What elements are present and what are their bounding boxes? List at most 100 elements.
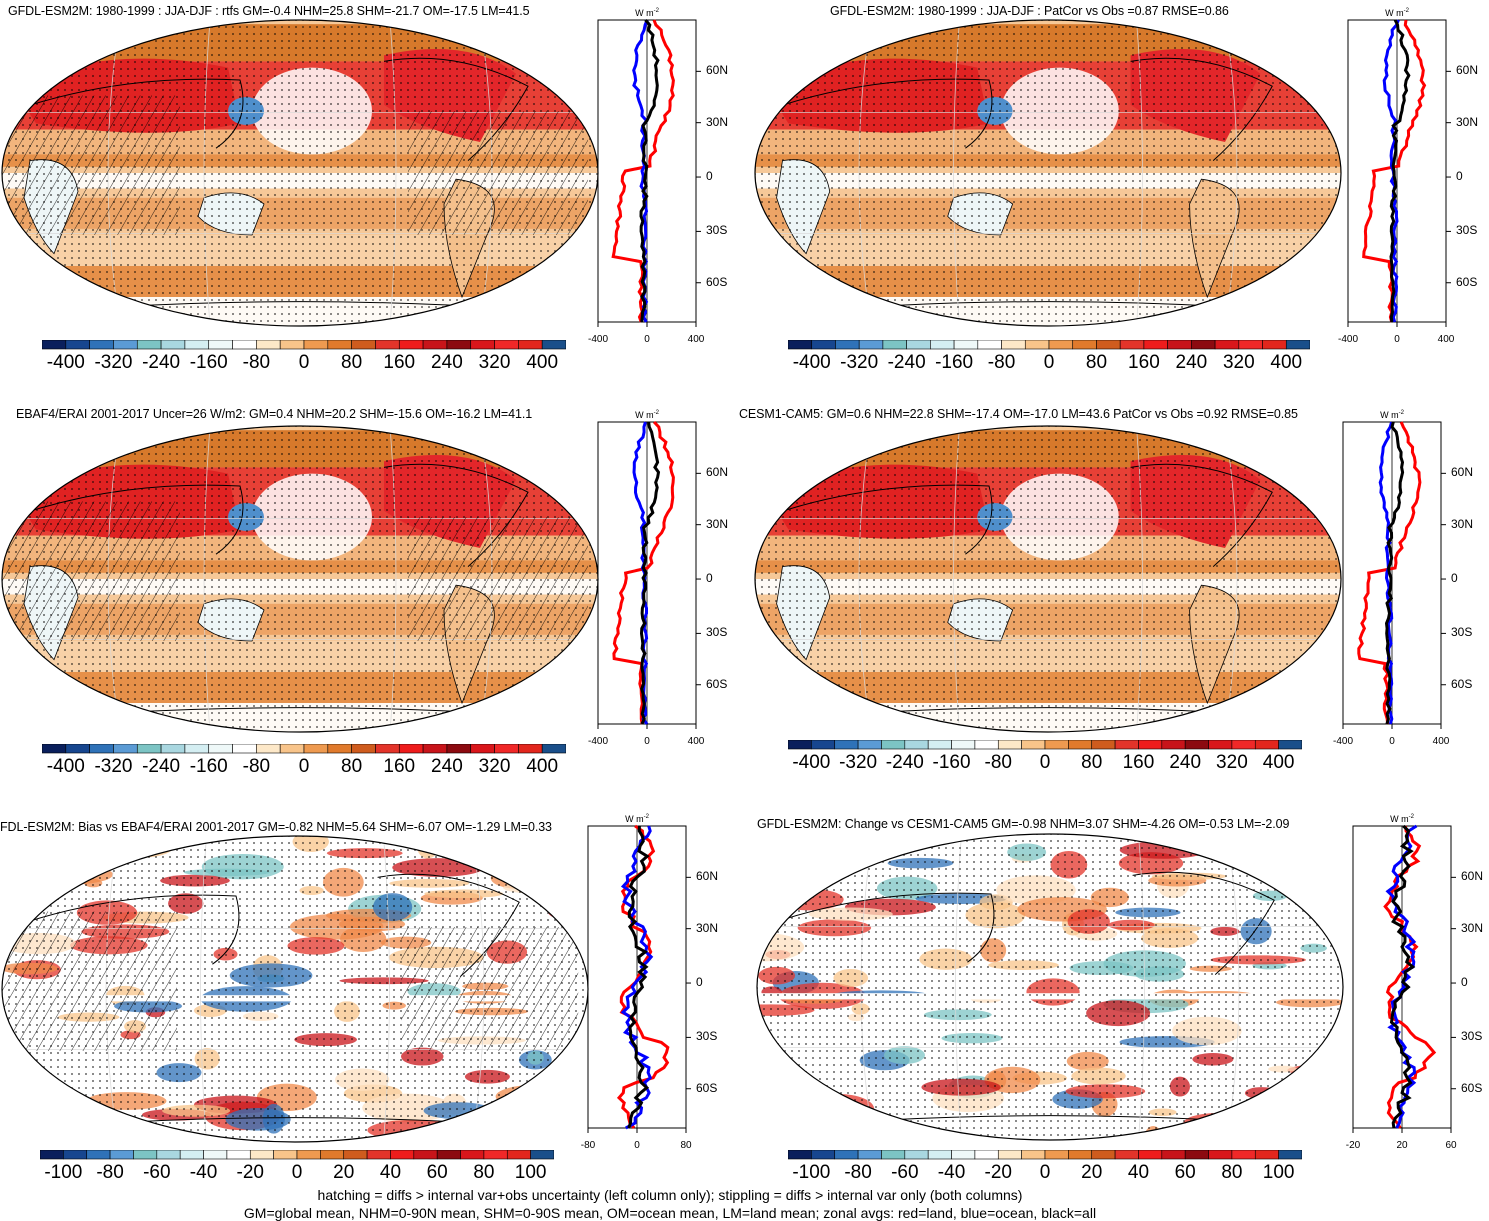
colorbar-swatch xyxy=(1068,1150,1093,1160)
colorbar-label: -320 xyxy=(94,352,133,373)
colorbar-swatch xyxy=(1254,740,1279,750)
colorbar-label: 320 xyxy=(478,756,511,777)
colorbar-swatch xyxy=(1285,340,1310,350)
colorbar-swatch xyxy=(974,1150,999,1160)
colorbar-swatch xyxy=(1214,340,1240,350)
zonal-x-label: 20 xyxy=(1396,1140,1408,1151)
colorbar-swatch xyxy=(446,744,472,754)
zonal-x-label: 0 xyxy=(644,736,650,747)
map[interactable] xyxy=(753,18,1343,328)
colorbar-swatch xyxy=(882,340,907,350)
zonal-average-plot: 60N 30N 0 30S 60S -400 0 400 W m-2 xyxy=(588,8,740,362)
zonal-average-plot: 60N 30N 0 30S 60S -20 20 60 W m-2 xyxy=(1345,814,1489,1168)
panel-2: GFDL-ESM2M: 1980-1999 : JJA-DJF : PatCor… xyxy=(745,0,1489,400)
colorbar-label: 80 xyxy=(1085,352,1108,373)
colorbar-swatch xyxy=(184,744,210,754)
zonal-y-label: 30N xyxy=(1456,114,1479,129)
colorbar-swatch xyxy=(904,740,929,750)
colorbar-swatch xyxy=(1114,1150,1139,1160)
map[interactable] xyxy=(0,18,600,328)
colorbar-swatch xyxy=(390,1150,415,1160)
colorbar-swatch xyxy=(951,1150,976,1160)
colorbar-swatch xyxy=(208,744,233,754)
map[interactable] xyxy=(0,424,600,734)
colorbar-label: 0 xyxy=(1043,352,1055,373)
panel-6: GFDL-ESM2M: Change vs CESM1-CAM5 GM=-0.9… xyxy=(745,812,1489,1192)
colorbar-swatch xyxy=(951,740,976,750)
colorbar-swatch xyxy=(203,1150,228,1160)
colorbar-swatch xyxy=(375,340,400,350)
zonal-y-label: 0 xyxy=(706,571,713,586)
colorbar-label: -400 xyxy=(46,352,85,373)
colorbar-swatch xyxy=(930,340,955,350)
colorbar-swatch xyxy=(422,340,448,350)
colorbar-label: 400 xyxy=(1270,352,1303,373)
colorbar-swatch xyxy=(470,340,495,350)
colorbar-swatch xyxy=(1096,340,1121,350)
zonal-y-label: 60S xyxy=(1451,676,1473,691)
zonal-y-label: 60S xyxy=(1456,274,1478,289)
zonal-y-label: 30S xyxy=(706,223,728,238)
map-svg xyxy=(1,835,589,1143)
zonal-y-label: 60N xyxy=(706,465,729,480)
all-zonal-curve xyxy=(1389,824,1416,1129)
zonal-y-label: 30S xyxy=(1461,1029,1483,1044)
colorbar-swatch xyxy=(518,744,543,754)
colorbar-label: 320 xyxy=(1216,752,1248,773)
colorbar-swatch xyxy=(788,740,812,750)
colorbar-label: 80 xyxy=(1081,752,1103,773)
colorbar-swatch xyxy=(1068,740,1093,750)
colorbar-swatch xyxy=(858,340,884,350)
colorbar-swatch xyxy=(1024,340,1050,350)
colorbar-swatch xyxy=(1161,1150,1186,1160)
colorbar-label: 80 xyxy=(473,1162,495,1183)
zonal-y-label: 30N xyxy=(1451,516,1474,531)
colorbar-swatch xyxy=(834,740,859,750)
colorbar-label: 240 xyxy=(1175,352,1208,373)
colorbar-swatch xyxy=(160,744,186,754)
colorbar-swatch xyxy=(1091,740,1116,750)
map[interactable] xyxy=(753,424,1343,734)
colorbar-swatch xyxy=(977,340,1002,350)
colorbar-swatch xyxy=(460,1150,485,1160)
zonal-y-label: 30S xyxy=(696,1029,718,1044)
colorbar-label: -60 xyxy=(143,1162,171,1183)
zonal-y-label: 60N xyxy=(1456,63,1479,78)
all-zonal-curve xyxy=(1389,19,1411,323)
map[interactable] xyxy=(0,834,590,1144)
colorbar-label: -20 xyxy=(236,1162,264,1183)
colorbar-label: -60 xyxy=(891,1162,919,1183)
colorbar-swatch xyxy=(113,340,138,350)
colorbar-swatch xyxy=(974,740,999,750)
colorbar-swatch xyxy=(1021,740,1046,750)
colorbar-swatch xyxy=(226,1150,251,1160)
zonal-y-label: 60S xyxy=(706,274,728,289)
panel-title: FDL-ESM2M: Bias vs EBAF4/ERAI 2001-2017 … xyxy=(0,820,552,834)
colorbar-label: 40 xyxy=(379,1162,402,1183)
colorbar-label: 240 xyxy=(1169,752,1202,773)
zonal-x-label: 400 xyxy=(687,736,705,747)
colorbar-swatch xyxy=(256,744,281,754)
colorbar-label: -160 xyxy=(189,352,228,373)
colorbar-swatch xyxy=(506,1150,531,1160)
zonal-y-label: 60S xyxy=(696,1080,718,1095)
colorbar-swatch xyxy=(327,340,352,350)
colorbar-swatch xyxy=(279,744,305,754)
colorbar-label: 80 xyxy=(1221,1162,1243,1183)
zonal-average-plot: 60N 30N 0 30S 60S -400 0 400 W m-2 xyxy=(588,410,740,764)
colorbar-label: -160 xyxy=(189,756,228,777)
zonal-y-label: 30S xyxy=(1451,625,1473,640)
map[interactable] xyxy=(755,832,1345,1142)
zonal-y-label: 60N xyxy=(1461,869,1484,884)
colorbar-label: -80 xyxy=(242,352,271,373)
colorbar-label: -320 xyxy=(839,752,878,773)
panel-1: GFDL-ESM2M: 1980-1999 : JJA-DJF : rtfs G… xyxy=(0,0,745,400)
colorbar-swatch xyxy=(89,340,114,350)
colorbar-label: -80 xyxy=(96,1162,124,1183)
colorbar-label: -240 xyxy=(885,752,924,773)
colorbar-swatch xyxy=(1278,1150,1302,1160)
zonal-unit-label: W m-2 xyxy=(1380,410,1404,420)
colorbar-swatch xyxy=(1262,340,1287,350)
colorbar-swatch xyxy=(857,1150,882,1160)
colorbar-label: 160 xyxy=(1122,752,1155,773)
